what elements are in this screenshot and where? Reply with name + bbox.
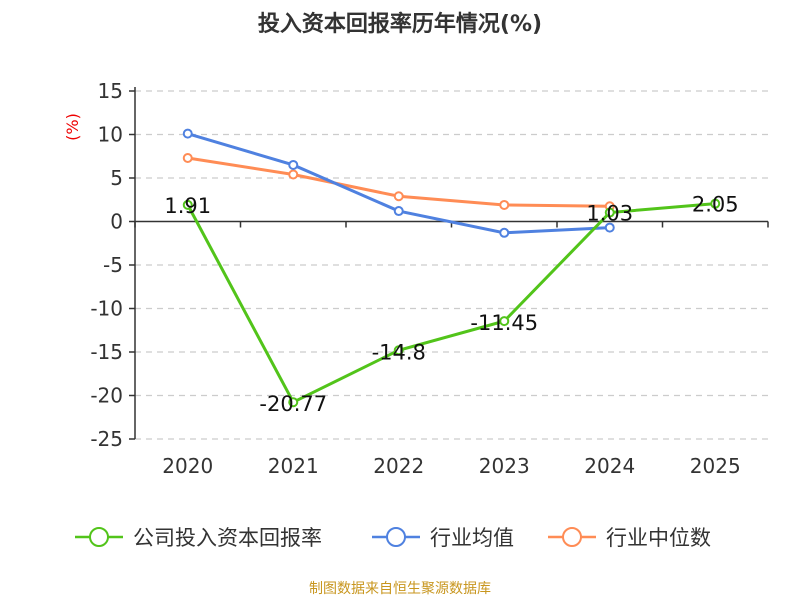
data-point [604,222,615,233]
data-label: -11.45 [470,311,538,335]
legend-label: 公司投入资本回报率 [133,526,322,550]
legend-marker-icon [89,527,109,547]
data-point [288,169,299,180]
x-tick-label: 2022 [373,454,424,478]
y-tick-label: -10 [90,297,123,321]
data-point [604,207,615,218]
data-label: 1.91 [164,194,211,218]
x-tick-label: 2024 [584,454,635,478]
legend-marker-icon [386,527,406,547]
data-point [393,191,404,202]
x-tick-label: 2021 [268,454,319,478]
data-point [288,159,299,170]
data-point [182,152,193,163]
y-tick-label: -15 [90,340,123,364]
data-point [393,206,404,217]
x-tick-label: 2025 [690,454,741,478]
series-line-1 [187,132,610,235]
source-note: 制图数据来自恒生聚源数据库 [309,581,491,597]
data-point [499,227,510,238]
data-point [182,199,193,210]
x-tick-label: 2020 [162,454,213,478]
data-label: 2.05 [692,193,739,217]
y-tick-label: 5 [110,166,123,190]
y-tick-label: -20 [90,384,123,408]
legend-label: 行业均值 [430,526,514,550]
chart-title: 投入资本回报率历年情况(%) [257,12,543,37]
y-tick-label: 0 [110,210,123,234]
data-label: -14.8 [372,340,426,364]
legend-label: 行业中位数 [606,526,711,550]
series-line-0 [186,202,716,405]
data-label: 1.03 [586,202,633,226]
data-point [499,316,510,327]
data-point [393,345,404,356]
y-tick-label: 15 [98,79,123,103]
data-point [182,128,193,139]
legend-marker-icon [562,527,582,547]
data-point [288,397,299,408]
x-tick-label: 2023 [479,454,530,478]
y-tick-label: -25 [90,427,123,451]
y-axis-label: (%) [63,113,82,141]
data-label: -20.77 [259,392,327,416]
y-tick-label: 10 [98,123,123,147]
data-point [710,198,721,209]
y-tick-label: -5 [103,253,123,277]
data-point [499,199,510,210]
